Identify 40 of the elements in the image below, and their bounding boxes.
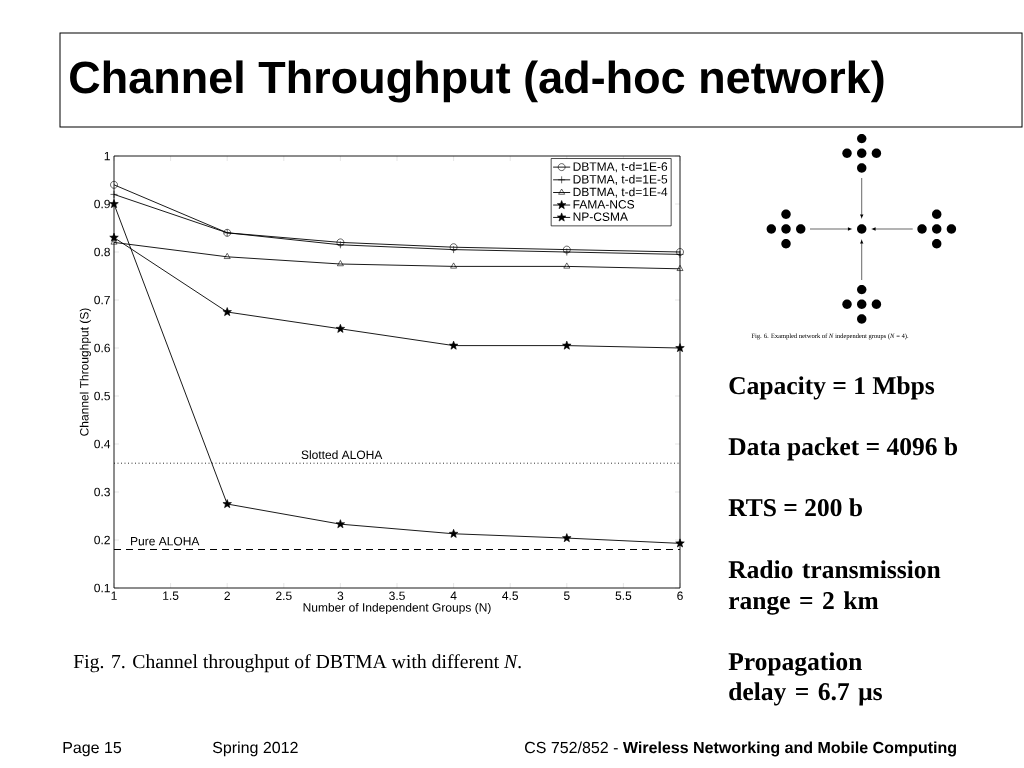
x-axis-title: Number of Independent Groups (N) <box>303 602 491 615</box>
y-tick-label: 0.1 <box>94 583 110 593</box>
x-tick-label: 1.5 <box>163 591 179 600</box>
caption: Fig. 7. Channel throughput of DBTMA with different N. <box>73 654 521 673</box>
y-axis-title: Channel Throughput (S) <box>79 308 91 436</box>
y-tick-label: 0.4 <box>94 439 111 449</box>
x-tick-label: 5 <box>563 591 570 600</box>
x-tick-label: 2 <box>224 591 230 600</box>
y-tick-label: 0.8 <box>94 247 110 257</box>
x-tick-label: 3 <box>337 591 344 601</box>
y-tick-label: 0.5 <box>94 391 110 401</box>
legend-label: DBTMA, t-d=1E-4 <box>573 187 668 198</box>
text: Data packet = 4096 b <box>728 437 958 461</box>
ref-line-label: Pure ALOHA <box>131 536 200 546</box>
ref-line-label: Slotted ALOHA <box>301 450 383 459</box>
legend-label: DBTMA, t-d=1E-6 <box>573 162 668 173</box>
x-tick-label: 4.5 <box>502 591 519 600</box>
text: Radio transmission range = 2 km <box>728 560 941 615</box>
y-tick-label: 0.7 <box>94 295 110 305</box>
x-tick-label: 1 <box>111 591 117 600</box>
text: Page 15 <box>63 742 122 757</box>
x-tick-label: 6 <box>677 591 683 601</box>
legend-label: NP-CSMA <box>573 212 628 221</box>
text: CS 752/852 - Wireless Networking and Mobile Computing <box>525 741 956 757</box>
text: Spring 2012 <box>212 741 298 757</box>
x-tick-label: 5.5 <box>615 591 632 600</box>
y-tick-label: 1 <box>104 151 110 161</box>
x-tick-label: 3.5 <box>389 591 405 601</box>
x-tick-label: 4 <box>450 591 457 600</box>
x-tick-label: 2.5 <box>276 591 292 601</box>
text: Capacity = 1 Mbps <box>729 376 935 400</box>
legend-label: FAMA-NCS <box>573 200 635 209</box>
y-tick-label: 0.6 <box>94 343 110 353</box>
text: RTS = 200 b <box>728 498 862 517</box>
y-tick-label: 0.9 <box>94 199 110 209</box>
legend-label: DBTMA, t-d=1E-5 <box>573 174 668 185</box>
y-tick-label: 0.2 <box>94 535 110 545</box>
y-tick-label: 0.3 <box>94 487 110 497</box>
text: Propagation delay = 6.7 μs <box>728 652 882 706</box>
chart-title: Channel Throughput (ad-hoc network) <box>70 60 884 103</box>
